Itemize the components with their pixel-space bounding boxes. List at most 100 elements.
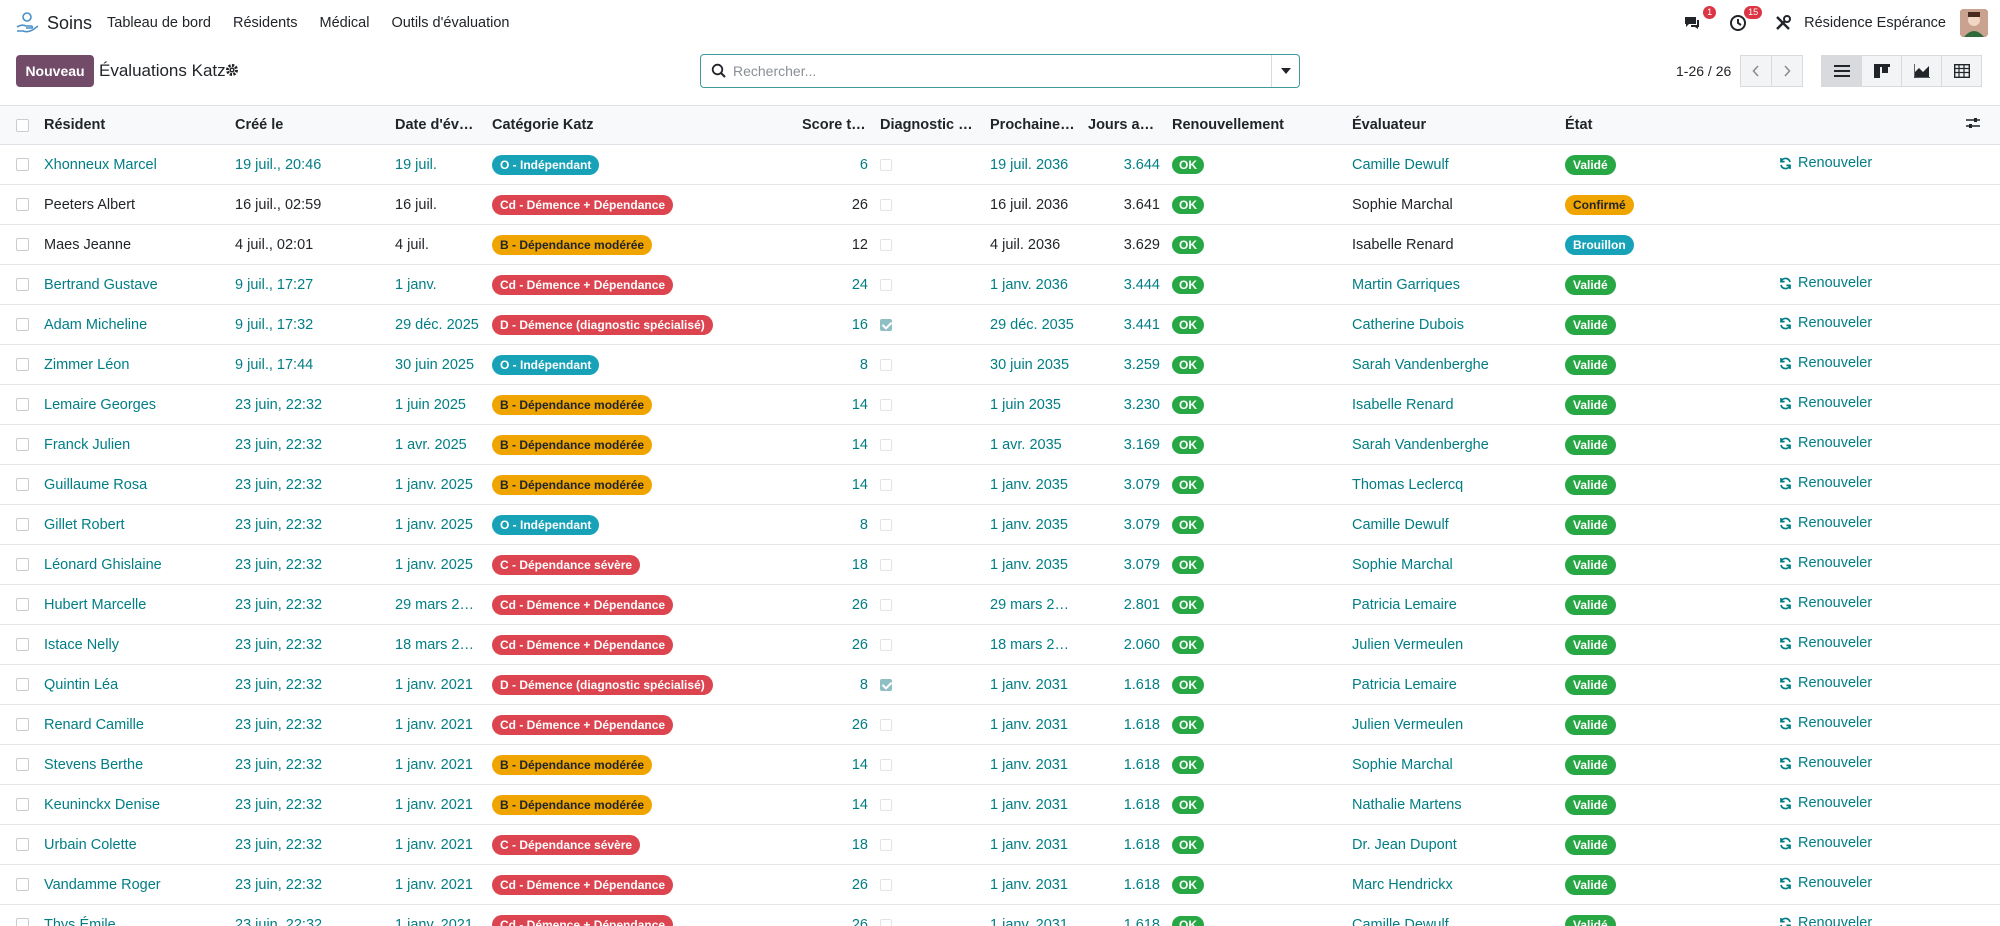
cell-eval-date[interactable]: 1 janv. 2021 [395,676,473,693]
cell-diagnostic[interactable] [874,865,984,905]
cell-state[interactable]: Validé [1559,825,1773,865]
cell-state[interactable]: Validé [1559,585,1773,625]
cell-next-eval[interactable]: 1 janv. 2031 [990,876,1068,893]
renew-button[interactable]: Renouveler [1779,155,1872,171]
cell-next-eval[interactable]: 1 juin 2035 [990,396,1061,413]
care-hand-icon[interactable] [14,11,40,35]
renew-button[interactable]: Renouveler [1779,355,1872,371]
cell-diagnostic[interactable] [874,625,984,665]
row-checkbox[interactable] [16,358,29,372]
user-avatar[interactable] [1960,9,1988,37]
cell-created[interactable]: 23 juin, 22:32 [235,876,323,893]
table-row[interactable]: Xhonneux Marcel 19 juil., 20:46 19 juil. O … [0,145,2000,185]
cell-score[interactable]: 26 [851,596,868,613]
cell-resident[interactable]: Peeters Albert [44,196,136,213]
cell-renewal[interactable]: OK [1166,225,1346,265]
cell-state[interactable]: Validé [1559,665,1773,705]
row-checkbox[interactable] [16,238,29,252]
cell-created[interactable]: 23 juin, 22:32 [235,916,323,926]
table-row[interactable]: Lemaire Georges 23 juin, 22:32 1 juin 2025… [0,385,2000,425]
row-checkbox[interactable] [16,638,29,652]
cell-resident[interactable]: Vandamme Roger [44,876,161,893]
cell-evaluator[interactable]: Nathalie Martens [1352,796,1462,813]
row-checkbox[interactable] [16,518,29,532]
cell-score[interactable]: 18 [851,556,868,573]
renew-button[interactable]: Renouveler [1779,915,1872,926]
cell-category[interactable]: O - Indépendant [486,505,796,545]
cell-category[interactable]: D - Démence (diagnostic spécialisé) [486,665,796,705]
cell-score[interactable]: 18 [851,836,868,853]
cell-evaluator[interactable]: Thomas Leclercq [1352,476,1464,493]
col-eval-date[interactable]: Date d'éval... [395,117,484,133]
cell-created[interactable]: 16 juil., 02:59 [235,196,322,213]
cell-days[interactable]: 3.629 [1123,236,1160,253]
cell-category[interactable]: B - Dépendance modérée [486,745,796,785]
cell-created[interactable]: 9 juil., 17:32 [235,316,314,333]
row-checkbox[interactable] [16,678,29,692]
cell-eval-date[interactable]: 1 janv. [395,276,437,293]
table-row[interactable]: Hubert Marcelle 23 juin, 22:32 29 mars 202… [0,585,2000,625]
cell-state[interactable]: Validé [1559,425,1773,465]
table-row[interactable]: Stevens Berthe 23 juin, 22:32 1 janv. 2021… [0,745,2000,785]
row-checkbox[interactable] [16,838,29,852]
row-select[interactable] [0,705,38,745]
table-row[interactable]: Adam Micheline 9 juil., 17:32 29 déc. 2025… [0,305,2000,345]
cell-category[interactable]: Cd - Démence + Dépendance [486,905,796,926]
renew-button[interactable]: Renouveler [1779,755,1872,771]
col-resident[interactable]: Résident [44,117,106,133]
cell-renewal[interactable]: OK [1166,705,1346,745]
cell-created[interactable]: 23 juin, 22:32 [235,716,323,733]
cell-next-eval[interactable]: 1 janv. 2031 [990,796,1068,813]
cell-renewal[interactable]: OK [1166,865,1346,905]
cell-category[interactable]: B - Dépendance modérée [486,425,796,465]
cell-created[interactable]: 9 juil., 17:44 [235,356,314,373]
cell-category[interactable]: Cd - Démence + Dépendance [486,705,796,745]
menu-item-medical[interactable]: Médical [319,15,370,31]
cell-score[interactable]: 26 [851,636,868,653]
row-select[interactable] [0,585,38,625]
cell-evaluator[interactable]: Julien Vermeulen [1352,716,1464,733]
cell-score[interactable]: 6 [859,156,868,173]
cell-evaluator[interactable]: Patricia Lemaire [1352,596,1457,613]
cell-evaluator[interactable]: Catherine Dubois [1352,316,1465,333]
cell-created[interactable]: 23 juin, 22:32 [235,516,323,533]
cell-days[interactable]: 1.618 [1123,716,1160,733]
cell-resident[interactable]: Renard Camille [44,716,144,733]
cell-evaluator[interactable]: Camille Dewulf [1352,516,1449,533]
menu-item-dashboard[interactable]: Tableau de bord [107,15,211,31]
renew-button[interactable]: Renouveler [1779,555,1872,571]
row-select[interactable] [0,305,38,345]
row-select[interactable] [0,185,38,225]
cell-created[interactable]: 23 juin, 22:32 [235,476,323,493]
row-select[interactable] [0,905,38,926]
renew-button[interactable]: Renouveler [1779,515,1872,531]
cell-next-eval[interactable]: 29 déc. 2035 [990,316,1074,333]
table-row[interactable]: Thys Émile 23 juin, 22:32 1 janv. 2021 Cd -… [0,905,2000,926]
cell-created[interactable]: 4 juil., 02:01 [235,236,314,253]
cell-diagnostic[interactable] [874,505,984,545]
cell-eval-date[interactable]: 1 janv. 2021 [395,916,473,926]
row-checkbox[interactable] [16,598,29,612]
new-button[interactable]: Nouveau [16,55,94,87]
table-row[interactable]: Keuninckx Denise 23 juin, 22:32 1 janv. 20… [0,785,2000,825]
cell-diagnostic[interactable] [874,745,984,785]
cell-score[interactable]: 14 [851,396,868,413]
app-name[interactable]: Soins [47,13,93,33]
cell-renewal[interactable]: OK [1166,825,1346,865]
cell-created[interactable]: 23 juin, 22:32 [235,636,323,653]
cell-renewal[interactable]: OK [1166,345,1346,385]
cell-resident[interactable]: Léonard Ghislaine [44,556,162,573]
list-view-button[interactable] [1821,55,1862,87]
cell-next-eval[interactable]: 16 juil. 2036 [990,196,1069,213]
cell-next-eval[interactable]: 18 mars 2032 [990,636,1079,653]
cell-eval-date[interactable]: 1 janv. 2025 [395,556,473,573]
row-checkbox[interactable] [16,798,29,812]
cell-score[interactable]: 8 [859,676,868,693]
cell-diagnostic[interactable] [874,545,984,585]
cell-eval-date[interactable]: 1 janv. 2021 [395,836,473,853]
cell-state[interactable]: Validé [1559,265,1773,305]
cell-next-eval[interactable]: 1 janv. 2031 [990,676,1068,693]
cell-resident[interactable]: Xhonneux Marcel [44,156,157,173]
cell-eval-date[interactable]: 1 avr. 2025 [395,436,467,453]
renew-button[interactable]: Renouveler [1779,795,1872,811]
